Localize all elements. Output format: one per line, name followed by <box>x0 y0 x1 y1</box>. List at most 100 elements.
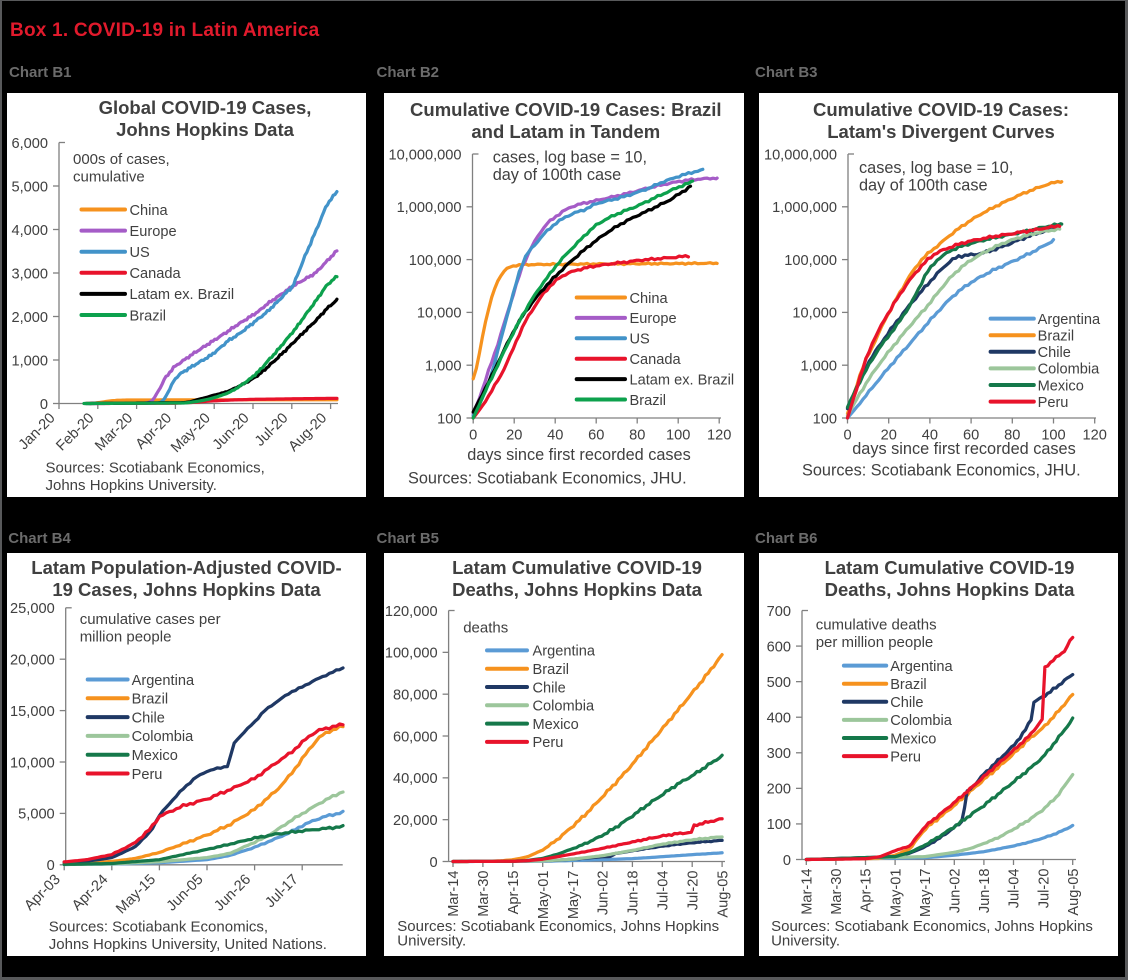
svg-text:Latam ex. Brazil: Latam ex. Brazil <box>130 287 235 303</box>
svg-text:10,000: 10,000 <box>10 755 55 771</box>
svg-text:120: 120 <box>1083 428 1107 444</box>
svg-text:20: 20 <box>506 428 522 444</box>
svg-text:University.: University. <box>771 933 840 950</box>
svg-text:Apr-15: Apr-15 <box>506 871 522 915</box>
svg-text:100,000: 100,000 <box>784 253 837 269</box>
svg-text:May-17: May-17 <box>566 871 582 920</box>
svg-text:500: 500 <box>767 675 791 691</box>
svg-text:Brazil: Brazil <box>533 662 570 678</box>
svg-text:May-17: May-17 <box>918 869 934 918</box>
svg-text:Argentina: Argentina <box>132 673 195 689</box>
svg-text:2,000: 2,000 <box>11 310 48 326</box>
svg-text:Argentina: Argentina <box>890 659 953 675</box>
svg-text:cases, log base = 10,: cases, log base = 10, <box>859 159 1013 177</box>
svg-text:deaths: deaths <box>463 619 508 636</box>
svg-text:Chile: Chile <box>1038 345 1071 361</box>
svg-text:Sources: Scotiabank Economics,: Sources: Scotiabank Economics, JHU. <box>408 470 687 488</box>
svg-text:and Latam in Tandem: and Latam in Tandem <box>471 121 660 142</box>
svg-text:Deaths, Johns Hopkins Data: Deaths, Johns Hopkins Data <box>452 579 703 600</box>
svg-text:0: 0 <box>783 853 791 869</box>
svg-text:80: 80 <box>1004 428 1020 444</box>
svg-text:Latam Population-Adjusted COVI: Latam Population-Adjusted COVID- <box>31 557 341 578</box>
svg-text:Mar-14: Mar-14 <box>800 869 816 915</box>
svg-text:1,000: 1,000 <box>800 359 837 375</box>
svg-text:10,000: 10,000 <box>417 306 462 322</box>
svg-text:Colombia: Colombia <box>533 699 596 715</box>
svg-text:10,000,000: 10,000,000 <box>764 147 837 163</box>
svg-text:Brazil: Brazil <box>630 393 667 409</box>
svg-text:0: 0 <box>843 428 851 444</box>
svg-text:Johns Hopkins University.: Johns Hopkins University. <box>46 477 217 494</box>
svg-text:cumulative: cumulative <box>73 169 145 186</box>
svg-text:Latam Cumulative COVID-19: Latam Cumulative COVID-19 <box>452 557 702 578</box>
svg-text:Argentina: Argentina <box>533 644 596 660</box>
svg-text:May-01: May-01 <box>888 869 904 918</box>
svg-text:Peru: Peru <box>1038 395 1069 411</box>
svg-text:Canada: Canada <box>630 352 682 368</box>
svg-text:200: 200 <box>767 782 791 798</box>
svg-text:Cumulative COVID-19 Cases:: Cumulative COVID-19 Cases: <box>813 99 1069 120</box>
svg-text:University.: University. <box>397 933 466 950</box>
svg-text:Chile: Chile <box>533 680 566 696</box>
svg-text:100: 100 <box>666 428 690 444</box>
svg-text:per million people: per million people <box>816 634 934 651</box>
svg-text:China: China <box>130 203 169 219</box>
svg-text:Sources: Scotiabank Economics,: Sources: Scotiabank Economics, <box>46 460 265 477</box>
svg-text:Brazil: Brazil <box>130 308 167 324</box>
svg-text:Jul-20: Jul-20 <box>1036 869 1052 909</box>
svg-text:80,000: 80,000 <box>393 688 438 704</box>
svg-text:1,000: 1,000 <box>11 353 48 369</box>
svg-text:100: 100 <box>1041 428 1065 444</box>
svg-text:days since first recorded case: days since first recorded cases <box>852 440 1076 458</box>
svg-text:5,000: 5,000 <box>11 179 48 195</box>
svg-text:1,000: 1,000 <box>425 359 462 375</box>
svg-text:May-01: May-01 <box>536 871 552 920</box>
svg-text:120: 120 <box>707 428 731 444</box>
svg-text:Jun-18: Jun-18 <box>626 871 642 916</box>
svg-text:Sources: Scotiabank Economics,: Sources: Scotiabank Economics, <box>49 919 268 936</box>
svg-text:10,000,000: 10,000,000 <box>388 147 461 163</box>
svg-text:Europe: Europe <box>130 224 177 240</box>
svg-text:20,000: 20,000 <box>10 653 55 669</box>
svg-text:Mar-30: Mar-30 <box>476 871 492 917</box>
svg-text:Mexico: Mexico <box>1038 378 1084 394</box>
svg-text:Peru: Peru <box>890 749 921 765</box>
svg-text:0: 0 <box>47 858 55 874</box>
svg-text:4,000: 4,000 <box>11 223 48 239</box>
svg-text:Argentina: Argentina <box>1038 312 1101 328</box>
svg-text:Canada: Canada <box>130 266 182 282</box>
svg-text:Colombia: Colombia <box>1038 362 1101 378</box>
svg-text:60: 60 <box>963 428 979 444</box>
svg-text:Aug-05: Aug-05 <box>1066 869 1082 916</box>
svg-text:Global COVID-19 Cases,: Global COVID-19 Cases, <box>99 97 312 118</box>
svg-text:40: 40 <box>922 428 938 444</box>
svg-text:Europe: Europe <box>630 311 677 327</box>
svg-text:0: 0 <box>469 428 477 444</box>
svg-text:Mexico: Mexico <box>890 731 936 747</box>
svg-text:40: 40 <box>547 428 563 444</box>
svg-text:10,000: 10,000 <box>792 306 837 322</box>
svg-text:million people: million people <box>80 628 172 645</box>
svg-text:0: 0 <box>429 855 437 871</box>
svg-text:cumulative cases per: cumulative cases per <box>80 611 221 628</box>
svg-text:60,000: 60,000 <box>393 729 438 745</box>
svg-text:20,000: 20,000 <box>393 813 438 829</box>
svg-text:Jul-04: Jul-04 <box>656 871 672 911</box>
svg-text:100,000: 100,000 <box>409 253 462 269</box>
svg-text:15,000: 15,000 <box>10 704 55 720</box>
svg-text:100: 100 <box>437 411 461 427</box>
svg-text:day of 100th case: day of 100th case <box>859 176 988 194</box>
svg-text:Mexico: Mexico <box>533 717 579 733</box>
svg-text:Mexico: Mexico <box>132 748 178 764</box>
svg-text:Colombia: Colombia <box>890 713 953 729</box>
svg-text:China: China <box>630 291 669 307</box>
svg-text:Latam Cumulative COVID-19: Latam Cumulative COVID-19 <box>825 557 1075 578</box>
svg-text:Mar-14: Mar-14 <box>446 871 462 917</box>
svg-text:6,000: 6,000 <box>11 136 48 152</box>
svg-text:Brazil: Brazil <box>1038 329 1075 345</box>
svg-text:000s of cases,: 000s of cases, <box>73 151 170 168</box>
svg-text:3,000: 3,000 <box>11 266 48 282</box>
svg-text:600: 600 <box>767 639 791 655</box>
svg-text:Jun-18: Jun-18 <box>977 869 993 914</box>
svg-text:120,000: 120,000 <box>385 604 438 620</box>
